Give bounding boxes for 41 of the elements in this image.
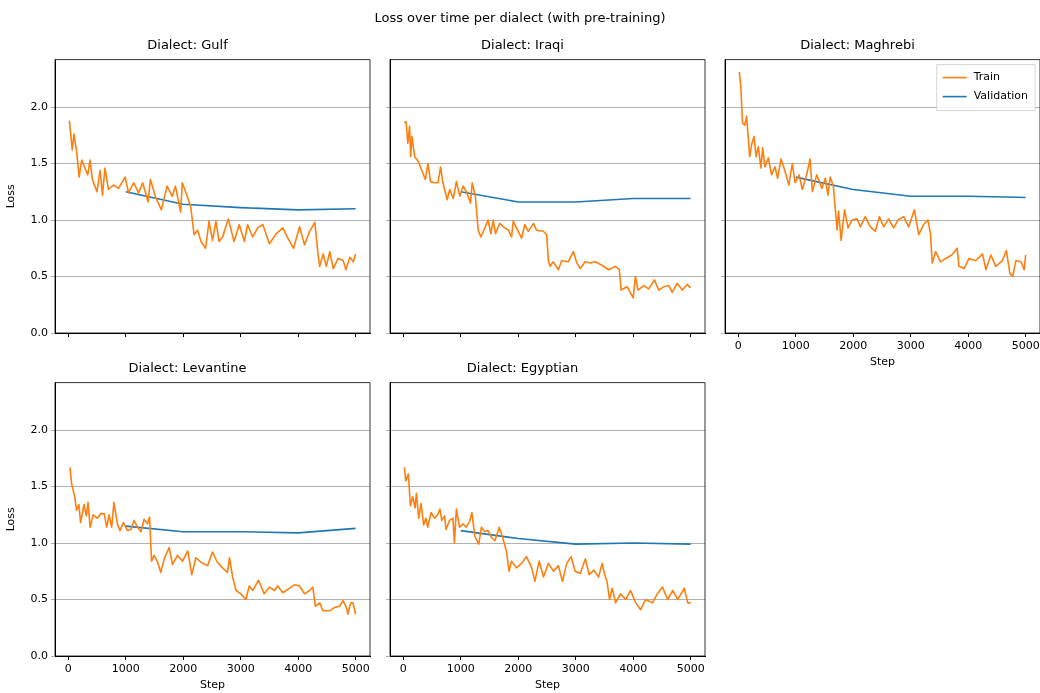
x-tick-label: 2000 [839,339,868,353]
y-axis-title: Loss [4,183,18,209]
chart-title: Dialect: Gulf [147,37,229,53]
y-tick-label: 0.5 [30,592,48,606]
chart-title: Dialect: Iraqi [481,37,564,53]
x-tick-label: 1000 [111,662,140,676]
y-tick-label: 0.0 [30,648,48,662]
x-tick-label: 1000 [781,339,810,353]
x-tick-label: 0 [734,339,742,353]
legend-label: Validation [973,89,1029,103]
y-tick-label: 2.0 [30,99,48,113]
y-axis-title: Loss [4,506,18,532]
x-tick-label: 5000 [341,662,370,676]
y-tick-label: 0.5 [30,269,48,283]
y-tick-label: 1.0 [30,212,48,226]
chart-title: Dialect: Egyptian [466,360,579,376]
x-tick-label: 0 [399,662,407,676]
x-tick-label: 4000 [284,662,313,676]
x-tick-label: 1000 [446,662,475,676]
x-tick-label: 3000 [896,339,925,353]
x-tick-label: 3000 [226,662,255,676]
y-tick-label: 2.0 [30,422,48,436]
x-tick-label: 5000 [1011,339,1040,353]
text: Loss over time per dialect (with pre-training) [373,10,667,25]
x-tick-label: 3000 [561,662,590,676]
y-tick-label: 1.5 [30,156,48,170]
chart-title: Dialect: Maghrebi [800,37,915,53]
x-tick-label: 5000 [676,662,705,676]
x-axis-title: Step [869,355,896,369]
chart-title: Dialect: Levantine [128,360,247,376]
x-tick-label: 0 [64,662,72,676]
x-axis-title: Step [199,678,226,692]
y-tick-label: 1.5 [30,479,48,493]
y-tick-label: 0.0 [30,325,48,339]
x-tick-label: 4000 [619,662,648,676]
x-axis-title: Step [534,678,561,692]
x-tick-label: 2000 [169,662,198,676]
x-tick-label: 2000 [504,662,533,676]
legend-label: Train [972,70,1001,84]
y-tick-label: 1.0 [30,535,48,549]
x-tick-label: 4000 [954,339,983,353]
